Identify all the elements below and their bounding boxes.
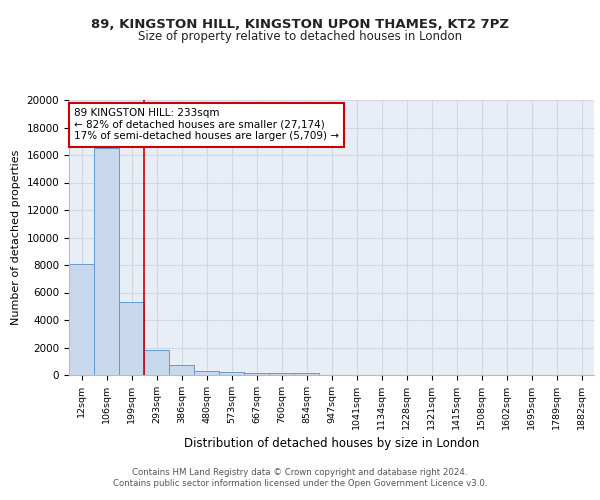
Text: 89 KINGSTON HILL: 233sqm
← 82% of detached houses are smaller (27,174)
17% of se: 89 KINGSTON HILL: 233sqm ← 82% of detach… bbox=[74, 108, 339, 142]
Text: 89, KINGSTON HILL, KINGSTON UPON THAMES, KT2 7PZ: 89, KINGSTON HILL, KINGSTON UPON THAMES,… bbox=[91, 18, 509, 30]
Bar bbox=[94, 148, 119, 375]
Y-axis label: Number of detached properties: Number of detached properties bbox=[11, 150, 21, 325]
X-axis label: Distribution of detached houses by size in London: Distribution of detached houses by size … bbox=[184, 438, 479, 450]
Bar bbox=[144, 350, 169, 375]
Bar bbox=[244, 372, 269, 375]
Bar bbox=[169, 366, 194, 375]
Text: Contains HM Land Registry data © Crown copyright and database right 2024.
Contai: Contains HM Land Registry data © Crown c… bbox=[113, 468, 487, 487]
Bar bbox=[194, 371, 219, 375]
Bar bbox=[119, 302, 144, 375]
Text: Size of property relative to detached houses in London: Size of property relative to detached ho… bbox=[138, 30, 462, 43]
Bar bbox=[294, 374, 319, 375]
Bar bbox=[219, 372, 244, 375]
Bar bbox=[269, 373, 294, 375]
Bar bbox=[69, 264, 94, 375]
